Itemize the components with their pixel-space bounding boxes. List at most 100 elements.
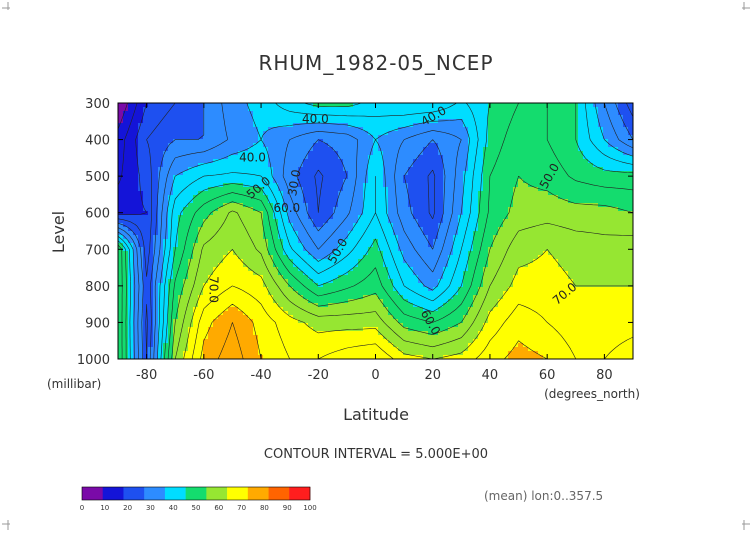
heatmap-cell xyxy=(233,227,239,232)
heatmap-cell xyxy=(148,119,154,124)
heatmap-cell xyxy=(208,115,214,120)
heatmap-cell xyxy=(293,203,299,208)
heatmap-cell xyxy=(368,243,374,248)
heatmap-cell xyxy=(138,207,144,212)
heatmap-cell xyxy=(563,287,569,292)
heatmap-cell xyxy=(543,127,549,132)
heatmap-cell xyxy=(593,279,599,284)
heatmap-cell xyxy=(468,155,474,160)
heatmap-cell xyxy=(173,159,179,164)
heatmap-cell xyxy=(528,127,534,132)
heatmap-cell xyxy=(243,159,249,164)
heatmap-cell xyxy=(318,107,324,112)
heatmap-cell xyxy=(588,267,594,272)
heatmap-cell xyxy=(553,215,559,220)
heatmap-cell xyxy=(233,199,239,204)
heatmap-cell xyxy=(333,139,339,144)
heatmap-cell xyxy=(383,163,389,168)
heatmap-cell xyxy=(388,231,394,236)
heatmap-cell xyxy=(303,271,309,276)
heatmap-cell xyxy=(478,291,484,296)
heatmap-cell xyxy=(493,287,499,292)
heatmap-cell xyxy=(223,163,229,168)
heatmap-cell xyxy=(248,223,254,228)
heatmap-cell xyxy=(188,175,194,180)
heatmap-cell xyxy=(453,123,459,128)
heatmap-cell xyxy=(138,215,144,220)
heatmap-cell xyxy=(408,231,414,236)
heatmap-cell xyxy=(553,283,559,288)
heatmap-cell xyxy=(578,251,584,256)
heatmap-cell xyxy=(178,247,184,252)
heatmap-cell xyxy=(348,279,354,284)
heatmap-cell xyxy=(568,231,574,236)
heatmap-cell xyxy=(403,135,409,140)
heatmap-cell xyxy=(363,223,369,228)
heatmap-cell xyxy=(223,287,229,292)
heatmap-cell xyxy=(253,251,259,256)
heatmap-cell xyxy=(608,111,614,116)
heatmap-cell xyxy=(383,139,389,144)
heatmap-cell xyxy=(478,135,484,140)
heatmap-cell xyxy=(373,143,379,148)
heatmap-cell xyxy=(288,191,294,196)
heatmap-cell xyxy=(613,127,619,132)
heatmap-cell xyxy=(488,155,494,160)
heatmap-cell xyxy=(598,207,604,212)
heatmap-cell xyxy=(473,183,479,188)
heatmap-cell xyxy=(208,219,214,224)
heatmap-cell xyxy=(133,247,139,252)
heatmap-cell xyxy=(168,171,174,176)
heatmap-cell xyxy=(348,291,354,296)
heatmap-cell xyxy=(303,163,309,168)
heatmap-cell xyxy=(483,275,489,280)
heatmap-cell xyxy=(628,263,633,268)
heatmap-cell xyxy=(208,119,214,124)
heatmap-cell xyxy=(593,267,599,272)
heatmap-cell xyxy=(593,287,599,292)
heatmap-cell xyxy=(568,111,574,116)
heatmap-cell xyxy=(443,271,449,276)
heatmap-cell xyxy=(393,139,399,144)
heatmap-cell xyxy=(118,195,124,200)
heatmap-cell xyxy=(348,255,354,260)
heatmap-cell xyxy=(203,207,209,212)
heatmap-cell xyxy=(223,199,229,204)
heatmap-cell xyxy=(228,155,234,160)
heatmap-cell xyxy=(183,187,189,192)
heatmap-cell xyxy=(543,195,549,200)
heatmap-cell xyxy=(518,251,524,256)
heatmap-cell xyxy=(458,239,464,244)
heatmap-cell xyxy=(203,175,209,180)
heatmap-cell xyxy=(128,203,134,208)
heatmap-cell xyxy=(538,203,544,208)
heatmap-cell xyxy=(333,199,339,204)
heatmap-cell xyxy=(413,247,419,252)
heatmap-cell xyxy=(423,259,429,264)
heatmap-cell xyxy=(128,191,134,196)
heatmap-cell xyxy=(308,259,314,264)
heatmap-cell xyxy=(178,223,184,228)
heatmap-cell xyxy=(498,111,504,116)
heatmap-cell xyxy=(618,287,624,292)
heatmap-cell xyxy=(308,183,314,188)
heatmap-cell xyxy=(228,111,234,116)
heatmap-cell xyxy=(443,211,449,216)
heatmap-cell xyxy=(183,215,189,220)
heatmap-cell xyxy=(473,207,479,212)
heatmap-cell xyxy=(613,191,619,196)
heatmap-cell xyxy=(438,263,444,268)
heatmap-cell xyxy=(553,107,559,112)
heatmap-cell xyxy=(163,191,169,196)
heatmap-cell xyxy=(433,251,439,256)
heatmap-cell xyxy=(218,247,224,252)
heatmap-cell xyxy=(388,239,394,244)
heatmap-cell xyxy=(448,163,454,168)
heatmap-cell xyxy=(603,139,609,144)
heatmap-cell xyxy=(363,235,369,240)
heatmap-cell xyxy=(513,123,519,128)
heatmap-cell xyxy=(533,123,539,128)
heatmap-cell xyxy=(348,271,354,276)
heatmap-cell xyxy=(473,143,479,148)
heatmap-cell xyxy=(338,115,344,120)
